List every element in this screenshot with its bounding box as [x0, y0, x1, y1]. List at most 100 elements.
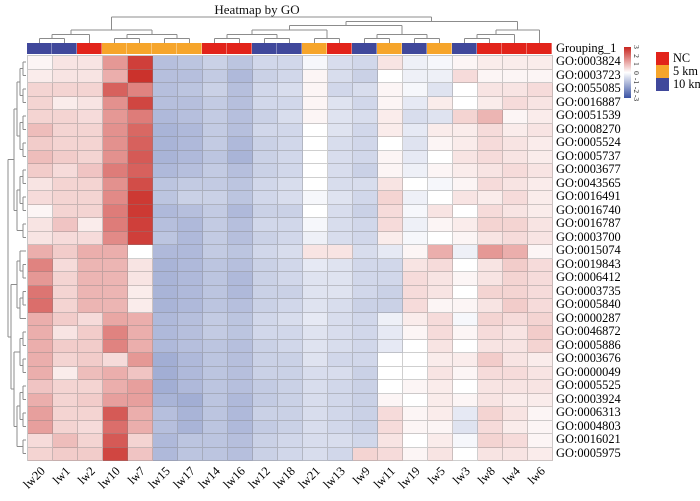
heatmap-cell [28, 326, 53, 340]
heatmap-cell [453, 258, 478, 272]
heatmap-cell [28, 150, 53, 164]
heatmap-cell [503, 272, 528, 286]
heatmap-cell [78, 285, 103, 299]
heatmap-cell [103, 272, 128, 286]
row-label: GO:0000287 [556, 310, 621, 325]
heatmap-cell [503, 96, 528, 110]
heatmap-cell [103, 83, 128, 97]
heatmap-cell [478, 150, 503, 164]
heatmap-cell [228, 393, 253, 407]
heatmap-cell [328, 123, 353, 137]
heatmap-cell [303, 366, 328, 380]
heatmap-cell [278, 447, 303, 461]
heatmap-cell [353, 339, 378, 353]
heatmap-cell [403, 258, 428, 272]
heatmap-cell [503, 447, 528, 461]
heatmap-cell [403, 137, 428, 151]
heatmap-cell [528, 231, 553, 245]
colorbar-tick-label: -3 [632, 94, 641, 102]
heatmap-cell [353, 164, 378, 178]
heatmap-cell [253, 420, 278, 434]
row-label: GO:0005524 [556, 135, 621, 149]
row-label: GO:0005840 [556, 297, 621, 311]
heatmap-cell [303, 299, 328, 313]
heatmap-cell [353, 326, 378, 340]
heatmap-cell [378, 83, 403, 97]
heatmap-cell [378, 258, 403, 272]
heatmap-cell [203, 326, 228, 340]
row-dendrogram [7, 61, 26, 454]
heatmap-cell [128, 150, 153, 164]
heatmap-cell [253, 231, 278, 245]
heatmap-cell [378, 96, 403, 110]
heatmap-cell [428, 83, 453, 97]
5km-color-swatch [656, 65, 669, 78]
column-annotation-bar [27, 43, 552, 54]
heatmap-cell [228, 312, 253, 326]
heatmap-cell [228, 366, 253, 380]
heatmap-cell [278, 204, 303, 218]
heatmap-cell [528, 137, 553, 151]
heatmap-cell [453, 312, 478, 326]
heatmap-cell [28, 164, 53, 178]
heatmap-cell [403, 447, 428, 461]
color-scale-bar [624, 47, 631, 98]
heatmap-cell [428, 420, 453, 434]
heatmap-cell [353, 272, 378, 286]
heatmap-cell [453, 272, 478, 286]
heatmap-cell [428, 272, 453, 286]
row-label: GO:0003824 [556, 54, 621, 68]
heatmap-cell [78, 56, 103, 70]
heatmap-cell [153, 447, 178, 461]
heatmap-cell [453, 164, 478, 178]
heatmap-cell [353, 191, 378, 205]
heatmap-cell [303, 231, 328, 245]
heatmap-cell [378, 447, 403, 461]
heatmap-cell [253, 434, 278, 448]
heatmap-cell [528, 56, 553, 70]
heatmap-cell [378, 137, 403, 151]
heatmap-cell [228, 110, 253, 124]
heatmap-cell [353, 366, 378, 380]
heatmap-cell [478, 380, 503, 394]
5km-label: 5 km [673, 64, 698, 78]
row-label: GO:0055085 [556, 81, 621, 95]
row-labels: GO:0003824 GO:0003723 GO:0055085 GO:0016887… [556, 54, 621, 460]
heatmap-cell [253, 150, 278, 164]
heatmap-cell [428, 258, 453, 272]
heatmap-cell [353, 407, 378, 421]
heatmap-cell [453, 366, 478, 380]
heatmap-cell [253, 56, 278, 70]
heatmap-cell [503, 177, 528, 191]
heatmap-cell [78, 69, 103, 83]
heatmap-cell [178, 83, 203, 97]
heatmap-cell [228, 83, 253, 97]
heatmap-cell [253, 204, 278, 218]
heatmap-cell [53, 353, 78, 367]
heatmap-cell [228, 56, 253, 70]
group-annotation-cell [352, 43, 377, 54]
heatmap-cell [103, 393, 128, 407]
heatmap-cell [303, 83, 328, 97]
heatmap-cell [503, 299, 528, 313]
heatmap-cell [478, 420, 503, 434]
heatmap-cell [28, 299, 53, 313]
heatmap-cell [428, 218, 453, 232]
heatmap-cell [203, 164, 228, 178]
heatmap-cell [528, 285, 553, 299]
heatmap-cell [428, 393, 453, 407]
heatmap-cell [478, 245, 503, 259]
heatmap-cell [78, 245, 103, 259]
heatmap-cell [278, 164, 303, 178]
heatmap-cell [303, 191, 328, 205]
group-annotation-cell [127, 43, 152, 54]
heatmap-cell [178, 177, 203, 191]
heatmap-cell [478, 339, 503, 353]
heatmap-cell [403, 110, 428, 124]
heatmap-cell [403, 366, 428, 380]
group-annotation-cell [202, 43, 227, 54]
heatmap-cell [153, 123, 178, 137]
heatmap-cell [203, 272, 228, 286]
heatmap-cell [78, 83, 103, 97]
